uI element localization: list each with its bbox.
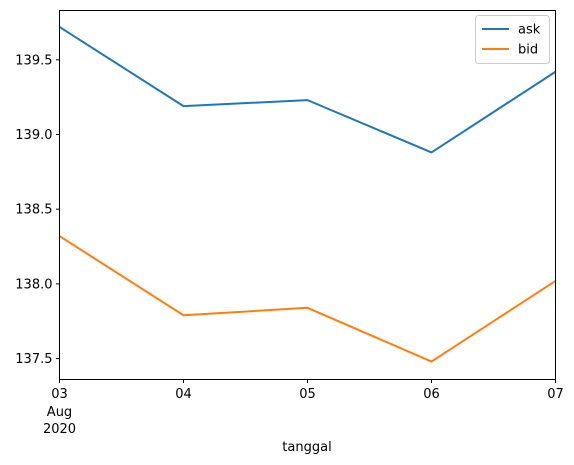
y-tick-label: 139.5 [15, 53, 52, 68]
legend-ask-label: ask [518, 23, 541, 38]
x-tick-year-label: 2020 [43, 422, 76, 437]
plot-series [58, 26, 557, 363]
legend-box [475, 15, 550, 64]
x-axis: 03 Aug 2020 04 05 06 07 [43, 379, 564, 437]
legend-bid-label: bid [518, 43, 538, 58]
legend: ask bid [475, 15, 550, 64]
x-tick-month-label: Aug [47, 405, 72, 420]
y-axis: 137.5 138.0 138.5 139.0 139.5 [15, 53, 60, 367]
x-tick-label: 07 [547, 387, 564, 402]
series-line-bid [58, 235, 557, 363]
x-axis-label: tanggal [282, 440, 331, 455]
x-tick-label: 05 [299, 387, 316, 402]
y-tick-label: 137.5 [15, 352, 52, 367]
plot-frame [59, 10, 556, 380]
x-tick-label: 04 [175, 387, 192, 402]
x-tick-label: 03 [51, 387, 68, 402]
y-tick-label: 138.5 [15, 203, 52, 218]
x-tick-label: 06 [423, 387, 440, 402]
series-line-ask [58, 26, 557, 154]
y-tick-label: 138.0 [15, 277, 52, 292]
y-tick-label: 139.0 [15, 128, 52, 143]
